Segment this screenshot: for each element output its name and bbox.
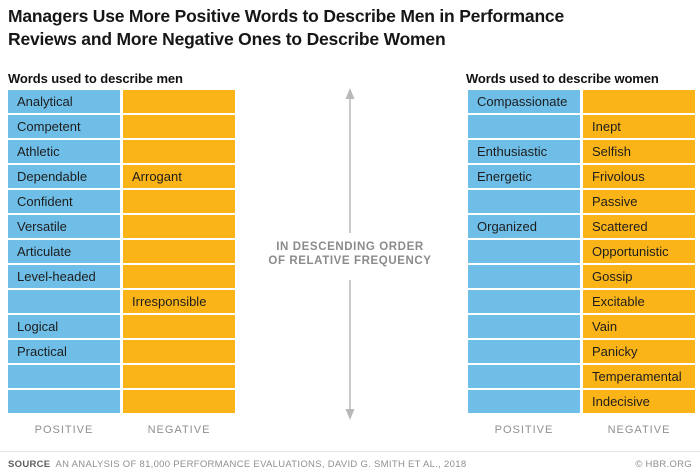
negative-word-cell <box>123 315 235 338</box>
negative-word-cell: Inept <box>583 115 695 138</box>
table-row: Compassionate <box>468 90 695 113</box>
positive-word-cell: Organized <box>468 215 580 238</box>
frequency-annotation-line1: IN DESCENDING ORDER <box>276 241 424 253</box>
positive-word-cell <box>468 115 580 138</box>
positive-word-cell: Dependable <box>8 165 120 188</box>
positive-word-cell <box>468 190 580 213</box>
frequency-annotation: IN DESCENDING ORDER OF RELATIVE FREQUENC… <box>230 240 470 268</box>
negative-word-cell: Frivolous <box>583 165 695 188</box>
table-row: Organized Scattered <box>468 215 695 238</box>
table-row: Temperamental <box>468 365 695 388</box>
women-positive-label: POSITIVE <box>494 424 554 436</box>
women-table-header: Words used to describe women <box>466 71 659 86</box>
positive-word-cell <box>468 290 580 313</box>
table-row: Versatile <box>8 215 235 238</box>
hbr-credit: © HBR.ORG <box>635 459 692 470</box>
negative-word-cell: Passive <box>583 190 695 213</box>
men-negative-label: NEGATIVE <box>147 424 211 436</box>
positive-word-cell: Enthusiastic <box>468 140 580 163</box>
positive-word-cell: Athletic <box>8 140 120 163</box>
table-row <box>8 390 235 413</box>
negative-word-cell: Gossip <box>583 265 695 288</box>
negative-word-cell <box>123 265 235 288</box>
table-row: Articulate <box>8 240 235 263</box>
table-row: Irresponsible <box>8 290 235 313</box>
positive-word-cell <box>468 265 580 288</box>
positive-word-cell: Analytical <box>8 90 120 113</box>
negative-word-cell: Excitable <box>583 290 695 313</box>
table-row: Analytical <box>8 90 235 113</box>
positive-word-cell: Articulate <box>8 240 120 263</box>
women-negative-label: NEGATIVE <box>607 424 671 436</box>
men-table-header: Words used to describe men <box>8 71 183 86</box>
chart-title: Managers Use More Positive Words to Desc… <box>8 6 564 49</box>
descending-order-arrow-icon <box>345 88 355 420</box>
negative-word-cell: Panicky <box>583 340 695 363</box>
table-row: Enthusiastic Selfish <box>468 140 695 163</box>
negative-word-cell: Irresponsible <box>123 290 235 313</box>
table-row: Practical <box>8 340 235 363</box>
positive-word-cell <box>8 290 120 313</box>
positive-word-cell: Level-headed <box>8 265 120 288</box>
table-row: Passive <box>468 190 695 213</box>
positive-word-cell <box>468 340 580 363</box>
table-row: Confident <box>8 190 235 213</box>
positive-word-cell: Logical <box>8 315 120 338</box>
table-row: Athletic <box>8 140 235 163</box>
negative-word-cell <box>123 140 235 163</box>
positive-word-cell: Competent <box>8 115 120 138</box>
negative-word-cell: Arrogant <box>123 165 235 188</box>
table-row <box>8 365 235 388</box>
table-row: Opportunistic <box>468 240 695 263</box>
table-row: Excitable <box>468 290 695 313</box>
men-words-table: Analytical Competent Athletic Dependable Arr… <box>8 90 235 415</box>
men-positive-label: POSITIVE <box>34 424 94 436</box>
table-row: Panicky <box>468 340 695 363</box>
table-row: Energetic Frivolous <box>468 165 695 188</box>
table-row: Vain <box>468 315 695 338</box>
positive-word-cell <box>468 365 580 388</box>
positive-word-cell: Confident <box>8 190 120 213</box>
table-row: Dependable Arrogant <box>8 165 235 188</box>
table-row: Inept <box>468 115 695 138</box>
table-row: Competent <box>8 115 235 138</box>
negative-word-cell: Vain <box>583 315 695 338</box>
frequency-annotation-line2: OF RELATIVE FREQUENCY <box>268 255 432 267</box>
positive-word-cell <box>8 365 120 388</box>
negative-word-cell: Selfish <box>583 140 695 163</box>
women-words-table: Compassionate Inept Enthusiastic Selfish Ene… <box>468 90 695 415</box>
negative-word-cell: Scattered <box>583 215 695 238</box>
positive-word-cell: Compassionate <box>468 90 580 113</box>
positive-word-cell: Practical <box>8 340 120 363</box>
negative-word-cell <box>123 215 235 238</box>
positive-word-cell <box>468 390 580 413</box>
table-row: Logical <box>8 315 235 338</box>
positive-word-cell <box>468 240 580 263</box>
negative-word-cell: Indecisive <box>583 390 695 413</box>
positive-word-cell: Energetic <box>468 165 580 188</box>
table-row: Gossip <box>468 265 695 288</box>
negative-word-cell <box>123 365 235 388</box>
source-line: SOURCE AN ANALYSIS OF 81,000 PERFORMANCE … <box>8 459 466 470</box>
negative-word-cell: Opportunistic <box>583 240 695 263</box>
chart-footer: SOURCE AN ANALYSIS OF 81,000 PERFORMANCE … <box>0 451 700 470</box>
table-row: Level-headed <box>8 265 235 288</box>
negative-word-cell: Temperamental <box>583 365 695 388</box>
positive-word-cell <box>8 390 120 413</box>
negative-word-cell <box>123 115 235 138</box>
negative-word-cell <box>123 190 235 213</box>
positive-word-cell: Versatile <box>8 215 120 238</box>
table-row: Indecisive <box>468 390 695 413</box>
positive-word-cell <box>468 315 580 338</box>
negative-word-cell <box>123 90 235 113</box>
negative-word-cell <box>123 240 235 263</box>
negative-word-cell <box>123 390 235 413</box>
negative-word-cell <box>123 340 235 363</box>
negative-word-cell <box>583 90 695 113</box>
source-label: SOURCE <box>8 459 51 470</box>
source-text: AN ANALYSIS OF 81,000 PERFORMANCE EVALUA… <box>55 459 467 470</box>
